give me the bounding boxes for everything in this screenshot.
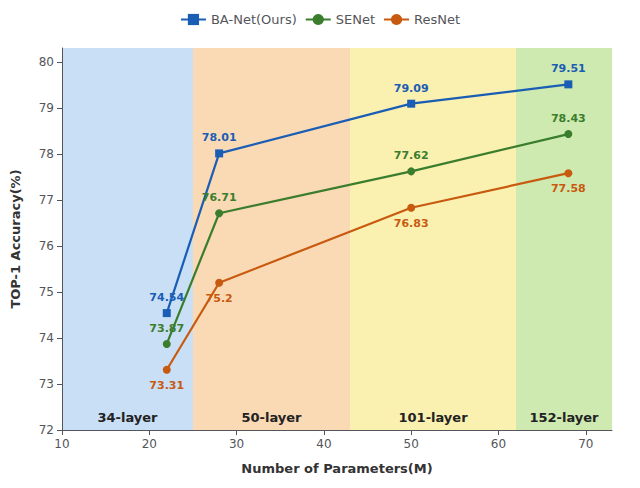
svg-text:73: 73 bbox=[39, 377, 54, 391]
svg-text:BA-Net(Ours): BA-Net(Ours) bbox=[211, 12, 297, 27]
svg-text:78: 78 bbox=[39, 147, 54, 161]
svg-text:78.43: 78.43 bbox=[551, 112, 586, 125]
svg-text:79: 79 bbox=[39, 101, 54, 115]
svg-text:79.09: 79.09 bbox=[394, 82, 429, 95]
svg-text:76.71: 76.71 bbox=[202, 191, 237, 204]
svg-text:34-layer: 34-layer bbox=[97, 410, 158, 425]
svg-text:10: 10 bbox=[54, 437, 69, 451]
svg-text:40: 40 bbox=[316, 437, 331, 451]
svg-text:77.58: 77.58 bbox=[551, 182, 586, 195]
svg-text:77: 77 bbox=[39, 193, 54, 207]
svg-text:70: 70 bbox=[578, 437, 593, 451]
svg-text:73.87: 73.87 bbox=[149, 322, 184, 335]
svg-text:ResNet: ResNet bbox=[414, 12, 460, 27]
svg-text:74.54: 74.54 bbox=[149, 291, 184, 304]
svg-text:76: 76 bbox=[39, 239, 54, 253]
svg-text:50: 50 bbox=[404, 437, 419, 451]
svg-text:79.51: 79.51 bbox=[551, 62, 586, 75]
svg-text:20: 20 bbox=[142, 437, 157, 451]
svg-text:30: 30 bbox=[229, 437, 244, 451]
svg-text:72: 72 bbox=[39, 423, 54, 437]
svg-text:77.62: 77.62 bbox=[394, 149, 429, 162]
svg-text:76.83: 76.83 bbox=[394, 217, 429, 230]
svg-text:74: 74 bbox=[39, 331, 54, 345]
svg-text:SENet: SENet bbox=[336, 12, 375, 27]
svg-text:78.01: 78.01 bbox=[202, 131, 237, 144]
svg-text:75.2: 75.2 bbox=[206, 292, 233, 305]
svg-text:101-layer: 101-layer bbox=[399, 410, 469, 425]
svg-text:60: 60 bbox=[491, 437, 506, 451]
svg-text:Number of Parameters(M): Number of Parameters(M) bbox=[241, 461, 432, 476]
svg-text:50-layer: 50-layer bbox=[242, 410, 303, 425]
svg-text:75: 75 bbox=[39, 285, 54, 299]
svg-text:152-layer: 152-layer bbox=[529, 410, 599, 425]
svg-text:TOP-1 Accuracy(%): TOP-1 Accuracy(%) bbox=[8, 169, 23, 308]
svg-text:80: 80 bbox=[39, 55, 54, 69]
svg-text:73.31: 73.31 bbox=[149, 379, 184, 392]
